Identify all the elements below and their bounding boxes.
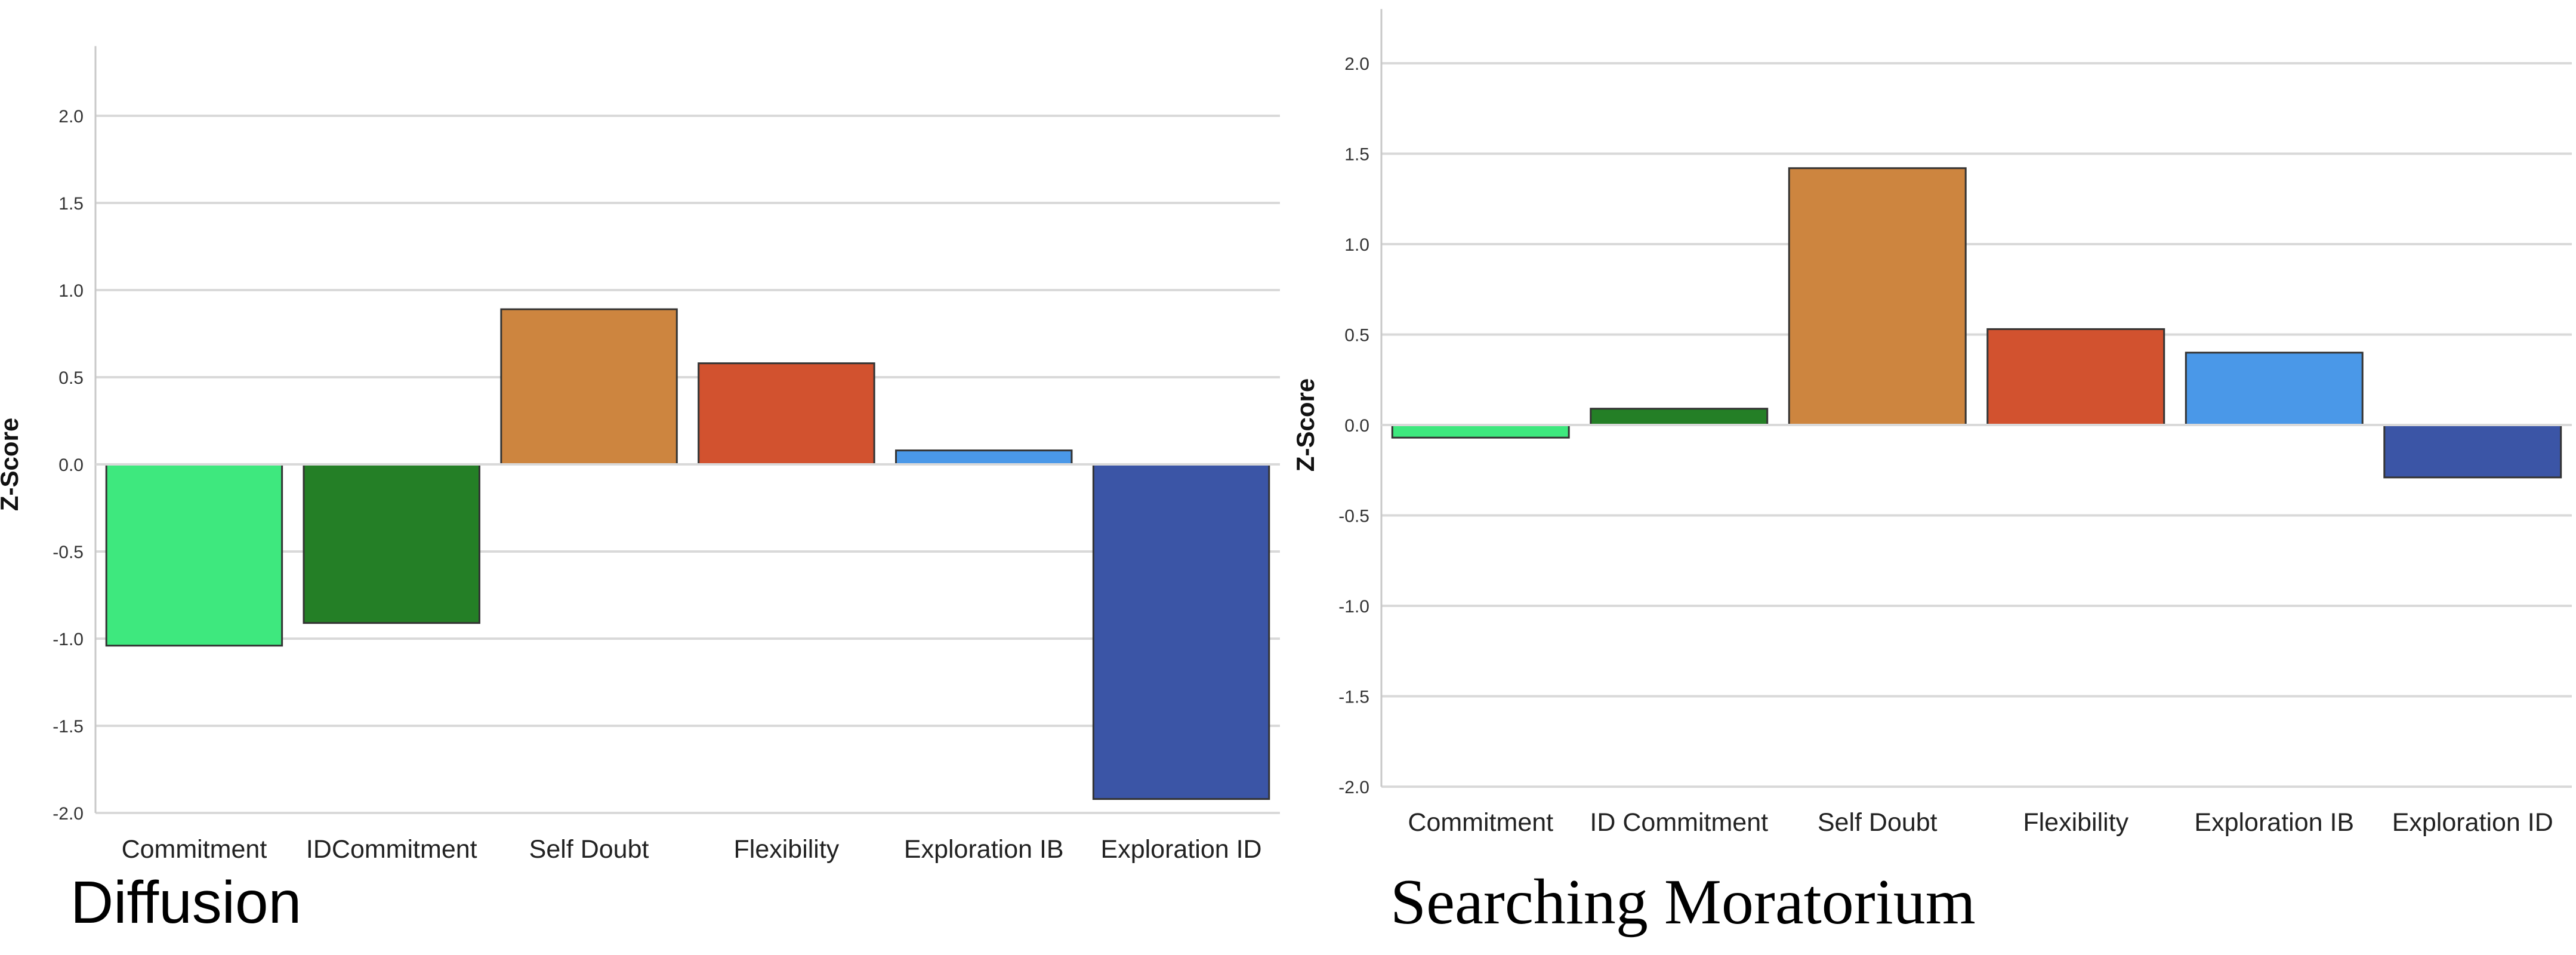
y-tick-label: -1.5 — [1338, 688, 1369, 707]
y-axis-label: Z-Score — [1291, 378, 1319, 472]
chart-panel-diffusion: 2.0 1.5 1.0 0.5 0.0 -0.5 -1.0 -1.5 -2.0 Z-Score Co… — [0, 46, 1280, 936]
bar-idcommitment — [303, 463, 480, 624]
x-category-label: Flexibility — [2023, 808, 2128, 837]
bar-exploration-id — [1092, 463, 1270, 800]
bar-flexibility — [698, 362, 875, 466]
chart-panel-searching-moratorium: 2.0 1.5 1.0 0.5 0.0 -0.5 -1.0 -1.5 -2.0 Z-Score Co… — [1289, 0, 2576, 955]
bar-self-doubt — [500, 308, 678, 466]
y-tick-label: 1.0 — [1344, 235, 1369, 255]
x-category-label: Self Doubt — [529, 835, 649, 864]
y-tick-label: -2.0 — [1338, 778, 1369, 797]
y-tick-label: -0.5 — [1338, 507, 1369, 526]
bar-exploration-ib — [895, 449, 1073, 466]
bar-flexibility — [1986, 328, 2165, 426]
y-tick-label: 1.5 — [58, 194, 84, 214]
y-tick-label: -2.0 — [53, 804, 84, 824]
x-category-label: Commitment — [122, 835, 267, 864]
y-tick-label: 0.0 — [1344, 416, 1369, 436]
chart-searching-moratorium: 2.0 1.5 1.0 0.5 0.0 -0.5 -1.0 -1.5 -2.0 Z-Score Co… — [1291, 9, 2572, 837]
bar-commitment — [105, 463, 283, 647]
y-tick-label: 2.0 — [1344, 54, 1369, 74]
x-category-label: Self Doubt — [1818, 808, 1938, 837]
bar-commitment — [1391, 424, 1570, 439]
bar-exploration-ib — [2185, 352, 2364, 426]
bar-id-commitment — [1590, 408, 1769, 426]
bar-self-doubt — [1788, 167, 1967, 426]
x-category-label: IDCommitment — [306, 835, 477, 864]
y-tick-label: -1.0 — [53, 630, 84, 649]
y-axis-label: Z-Score — [0, 418, 23, 511]
y-tick-label: 0.5 — [58, 368, 84, 388]
chart-title-searching-moratorium: Searching Moratorium — [1390, 867, 1976, 938]
y-tick-label: -1.0 — [1338, 597, 1369, 617]
y-tick-label: 0.5 — [1344, 326, 1369, 346]
y-tick-label: 1.0 — [58, 281, 84, 301]
x-category-label: Exploration IB — [2194, 808, 2354, 837]
chart-diffusion: 2.0 1.5 1.0 0.5 0.0 -0.5 -1.0 -1.5 -2.0 Z-Score Co… — [0, 46, 1280, 864]
x-category-label: Flexibility — [734, 835, 840, 864]
bar-exploration-id — [2383, 424, 2562, 479]
x-category-label: Exploration ID — [2392, 808, 2553, 837]
chart-title-diffusion: Diffusion — [70, 869, 302, 936]
y-tick-label: -1.5 — [53, 717, 84, 737]
x-category-label: Commitment — [1408, 808, 1553, 837]
x-category-label: ID Commitment — [1590, 808, 1768, 837]
x-category-label: Exploration ID — [1101, 835, 1262, 864]
y-tick-label: -0.5 — [53, 543, 84, 562]
x-category-label: Exploration IB — [904, 835, 1064, 864]
y-tick-label: 2.0 — [58, 107, 84, 127]
y-tick-label: 1.5 — [1344, 145, 1369, 165]
y-tick-label: 0.0 — [58, 455, 84, 475]
